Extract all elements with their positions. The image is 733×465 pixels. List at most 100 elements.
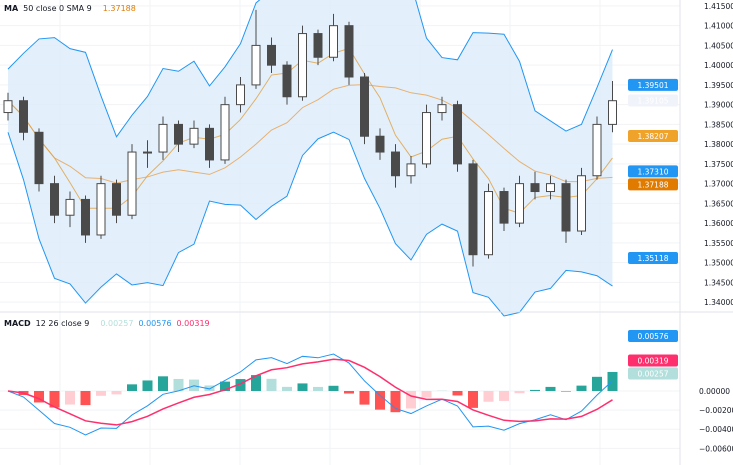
macd-histogram-bar xyxy=(127,384,137,391)
price-badge xyxy=(628,165,678,178)
macd-tick-label: −0.00200 xyxy=(699,406,733,415)
candle-body xyxy=(406,163,416,177)
price-tick-label: 1.41000 xyxy=(704,22,733,31)
macd-line xyxy=(7,353,613,436)
macd-legend[interactable]: MACD 12 26 close 9 0.00257 0.00576 0.00319 xyxy=(4,319,215,328)
macd-histogram-bar xyxy=(251,375,261,391)
macd-histogram-bar xyxy=(390,391,401,413)
price-badge-label: 1.37310 xyxy=(637,167,668,176)
candle-body xyxy=(546,183,555,193)
candle-body xyxy=(561,183,571,232)
ma-params: 50 close 0 SMA 9 xyxy=(23,4,92,13)
candle-body xyxy=(468,163,478,256)
macd-params: 12 26 close 9 xyxy=(35,319,90,328)
candle-body xyxy=(422,112,431,165)
macd-histogram-bar xyxy=(328,385,339,391)
candle-body xyxy=(220,104,230,161)
candle-body xyxy=(592,123,602,177)
price-badge xyxy=(628,94,678,107)
price-badge xyxy=(628,354,678,367)
price-badges: 1.39501 1.39105 1.38207 1.37310 1.37188 1.351… xyxy=(628,78,678,380)
candle-body xyxy=(608,100,617,125)
macd-histogram-bar xyxy=(561,391,571,392)
candle-body xyxy=(484,191,493,256)
macd-value: 0.00576 xyxy=(138,319,172,328)
price-badge-label: 1.39501 xyxy=(637,81,668,90)
price-badge xyxy=(628,251,678,264)
macd-name: MACD xyxy=(4,319,31,328)
macd-histogram-bar xyxy=(96,391,106,396)
candle-body xyxy=(375,135,385,153)
candle-body xyxy=(189,127,199,145)
candle-body xyxy=(499,191,509,224)
main-legend[interactable]: MA 50 close 0 SMA 9 1.37188 xyxy=(4,4,141,13)
macd-histogram-bar xyxy=(204,385,215,391)
candle-body xyxy=(313,33,323,58)
price-axis[interactable]: 1.41500 1.41000 1.40500 1.40000 1.39500 1.390… xyxy=(699,2,733,453)
macd-histogram-bar xyxy=(49,391,60,408)
bollinger-band-fill xyxy=(8,0,613,316)
candle-body xyxy=(344,25,354,78)
macd-histogram-bar xyxy=(235,379,246,391)
candle-body xyxy=(34,131,44,185)
price-badge xyxy=(628,78,678,91)
bollinger-bands xyxy=(7,0,613,317)
candle-body xyxy=(81,198,90,236)
macd-histogram-bar xyxy=(592,376,602,391)
price-badge-label: 1.38207 xyxy=(637,132,668,141)
macd-histogram-bar xyxy=(189,379,199,391)
price-tick-label: 1.34500 xyxy=(704,278,733,287)
price-tick-label: 1.37500 xyxy=(704,160,733,169)
candle-body xyxy=(19,100,28,133)
price-badge-label: 1.39105 xyxy=(637,97,668,106)
price-tick-label: 1.36500 xyxy=(704,199,733,208)
macd-signal-value: 0.00319 xyxy=(176,319,210,328)
bollinger-upper xyxy=(7,0,613,138)
candle-body xyxy=(453,104,462,165)
macd-histogram-bar xyxy=(406,391,416,409)
macd-pane xyxy=(7,353,618,436)
macd-tick-label: −0.00600 xyxy=(699,444,733,453)
candle-body xyxy=(3,100,13,114)
price-badge xyxy=(628,367,678,380)
signal-line xyxy=(7,358,613,426)
ma-name: MA xyxy=(4,4,19,13)
price-badge xyxy=(628,329,678,342)
price-badge xyxy=(628,178,678,191)
macd-histogram-bar xyxy=(359,391,370,405)
candle-body xyxy=(298,33,307,98)
candle-body xyxy=(515,183,524,224)
macd-histogram-bar xyxy=(34,391,44,403)
macd-histogram-bar xyxy=(452,391,463,396)
price-tick-label: 1.39500 xyxy=(704,81,733,90)
candles xyxy=(3,9,617,267)
sma-line xyxy=(7,47,613,214)
macd-histogram-bar xyxy=(344,391,354,394)
price-tick-label: 1.40000 xyxy=(704,61,733,70)
price-tick-label: 1.38000 xyxy=(704,140,733,149)
macd-histogram-bar xyxy=(266,378,277,391)
macd-histogram-bar xyxy=(530,389,540,391)
price-tick-label: 1.35500 xyxy=(704,239,733,248)
price-tick-label: 1.34000 xyxy=(704,298,733,307)
candle-body xyxy=(282,64,292,98)
macd-histogram-bar xyxy=(313,386,323,391)
macd-histogram-bar xyxy=(607,371,618,391)
macd-histogram-bar xyxy=(80,391,91,406)
macd-tick-label: 0.00000 xyxy=(699,387,730,396)
macd-histogram-bar xyxy=(111,391,122,395)
candle-body xyxy=(251,44,261,86)
ma-line xyxy=(7,84,613,184)
candle-body xyxy=(127,151,137,216)
macd-histogram-bar xyxy=(142,380,153,391)
candle-body xyxy=(96,183,106,236)
candle-body xyxy=(65,198,75,216)
candle-body xyxy=(577,175,586,232)
price-badge-label: 0.00576 xyxy=(637,332,668,341)
macd-histogram-bar xyxy=(468,391,478,408)
macd-histogram-bar xyxy=(282,386,292,391)
macd-histogram-bar xyxy=(499,391,509,401)
candle-body xyxy=(112,183,121,216)
price-tick-label: 1.37000 xyxy=(704,180,733,189)
